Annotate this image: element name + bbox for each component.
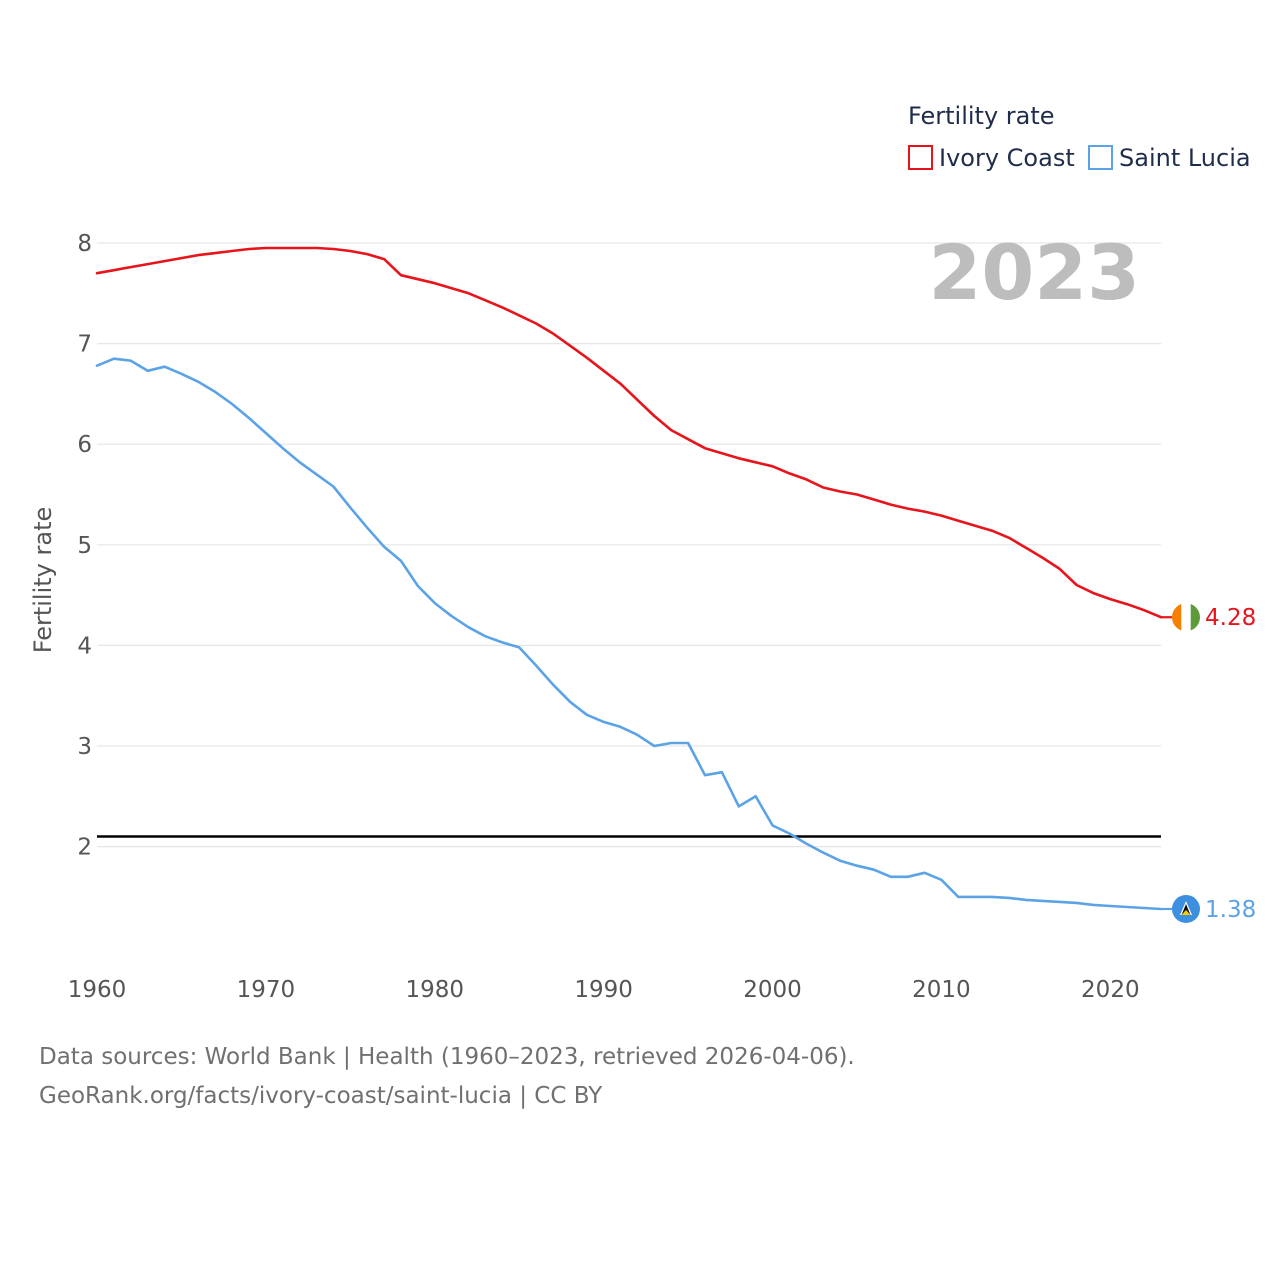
- end-label-ivory-coast: 4.28: [1205, 605, 1256, 631]
- x-tick-2020: 2020: [1081, 977, 1140, 1003]
- series-end-markers: 4.28 1.38: [1161, 603, 1256, 923]
- series-line-ivory-coast: [95, 246, 1163, 619]
- legend-swatch-saint-lucia: [1088, 145, 1113, 170]
- x-axis-ticks: 1960 1970 1980 1990 2000 2010 2020: [68, 977, 1140, 1003]
- series-line-saint-lucia: [95, 357, 1163, 911]
- series-lines: [95, 246, 1163, 911]
- footer-attribution[interactable]: GeoRank.org/facts/ivory-coast/saint-luci…: [39, 1083, 603, 1109]
- y-tick-8: 8: [77, 231, 92, 257]
- y-axis-label: Fertility rate: [29, 507, 57, 654]
- x-tick-2000: 2000: [743, 977, 802, 1003]
- grid-lines: [97, 242, 1161, 848]
- legend-title: Fertility rate: [908, 102, 1055, 130]
- x-tick-1990: 1990: [574, 977, 633, 1003]
- legend-item-saint-lucia[interactable]: Saint Lucia: [1088, 144, 1251, 172]
- year-label: 2023: [928, 228, 1140, 317]
- y-tick-7: 7: [77, 332, 92, 358]
- y-axis-ticks: 2 3 4 5 6 7 8: [77, 231, 92, 861]
- legend: Fertility rate Ivory Coast Saint Lucia: [908, 102, 1251, 172]
- x-tick-1970: 1970: [237, 977, 296, 1003]
- flag-ivory-coast-icon: [1172, 603, 1200, 632]
- y-tick-4: 4: [77, 633, 92, 659]
- legend-label-saint-lucia: Saint Lucia: [1119, 144, 1251, 172]
- end-label-saint-lucia: 1.38: [1205, 897, 1256, 923]
- fertility-chart: 2 3 4 5 6 7 8 1960 1970 1980 1990 2000 2010 2020 4.2…: [29, 102, 1256, 1003]
- y-tick-3: 3: [77, 734, 92, 760]
- flag-saint-lucia-icon: [1172, 894, 1200, 923]
- footer-sources: Data sources: World Bank | Health (1960–…: [39, 1044, 855, 1070]
- legend-label-ivory-coast: Ivory Coast: [939, 144, 1075, 172]
- y-tick-6: 6: [77, 432, 92, 458]
- x-tick-1980: 1980: [406, 977, 465, 1003]
- legend-swatch-ivory-coast: [908, 145, 933, 170]
- y-tick-5: 5: [77, 533, 92, 559]
- legend-item-ivory-coast[interactable]: Ivory Coast: [908, 144, 1075, 172]
- y-tick-2: 2: [77, 835, 92, 861]
- x-tick-1960: 1960: [68, 977, 127, 1003]
- x-tick-2010: 2010: [912, 977, 971, 1003]
